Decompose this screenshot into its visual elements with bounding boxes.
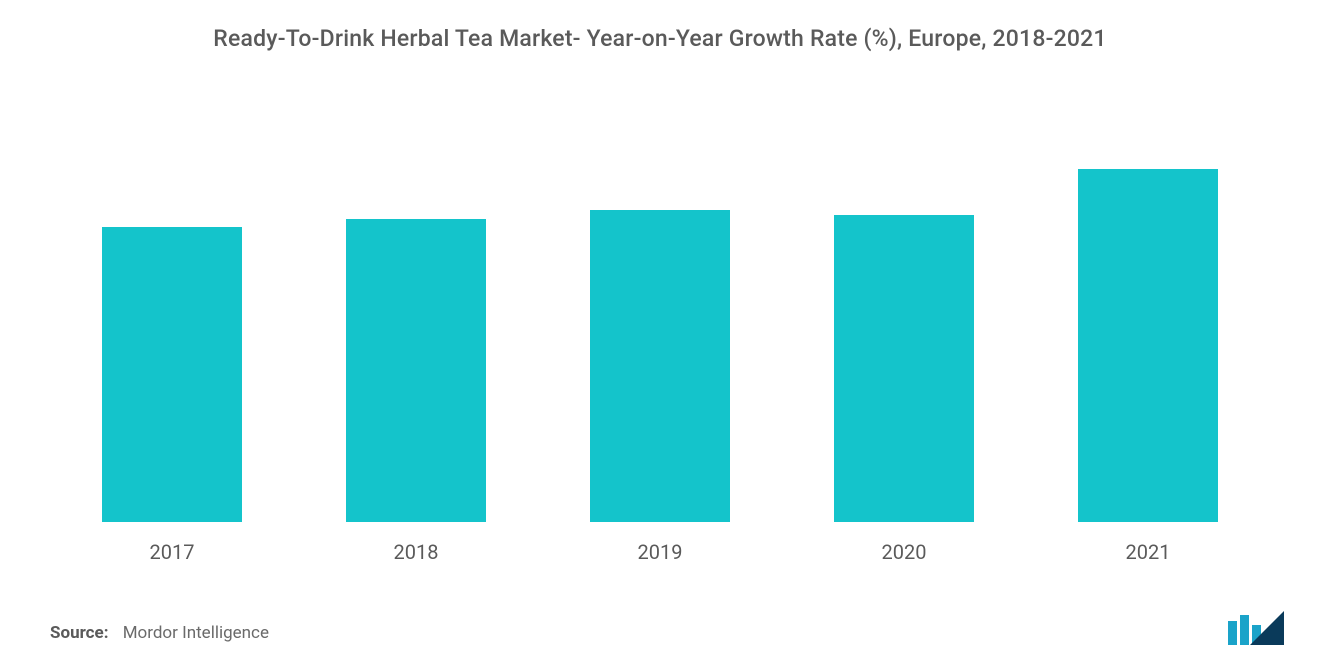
x-axis: 2017 2018 2019 2020 2021 xyxy=(50,540,1270,564)
bar-2017 xyxy=(102,227,242,522)
source-name: Mordor Intelligence xyxy=(123,623,269,643)
bar-2019 xyxy=(590,210,730,522)
bars-row xyxy=(50,112,1270,522)
bar-slot xyxy=(50,112,294,522)
x-axis-label: 2021 xyxy=(1026,540,1270,564)
chart-title: Ready-To-Drink Herbal Tea Market- Year-o… xyxy=(50,25,1270,52)
x-axis-label: 2018 xyxy=(294,540,538,564)
bar-slot xyxy=(1026,112,1270,522)
bar-2018 xyxy=(346,219,486,522)
x-axis-label: 2020 xyxy=(782,540,1026,564)
source-footer: Source: Mordor Intelligence xyxy=(50,623,269,643)
bar-slot xyxy=(294,112,538,522)
bar-2021 xyxy=(1078,169,1218,522)
x-axis-label: 2017 xyxy=(50,540,294,564)
chart-container: Ready-To-Drink Herbal Tea Market- Year-o… xyxy=(0,0,1320,665)
bar-slot xyxy=(782,112,1026,522)
plot-area xyxy=(50,112,1270,522)
bar-2020 xyxy=(834,215,974,523)
bar-slot xyxy=(538,112,782,522)
brand-logo-icon xyxy=(1226,611,1284,645)
x-axis-label: 2019 xyxy=(538,540,782,564)
source-label: Source: xyxy=(50,623,108,643)
